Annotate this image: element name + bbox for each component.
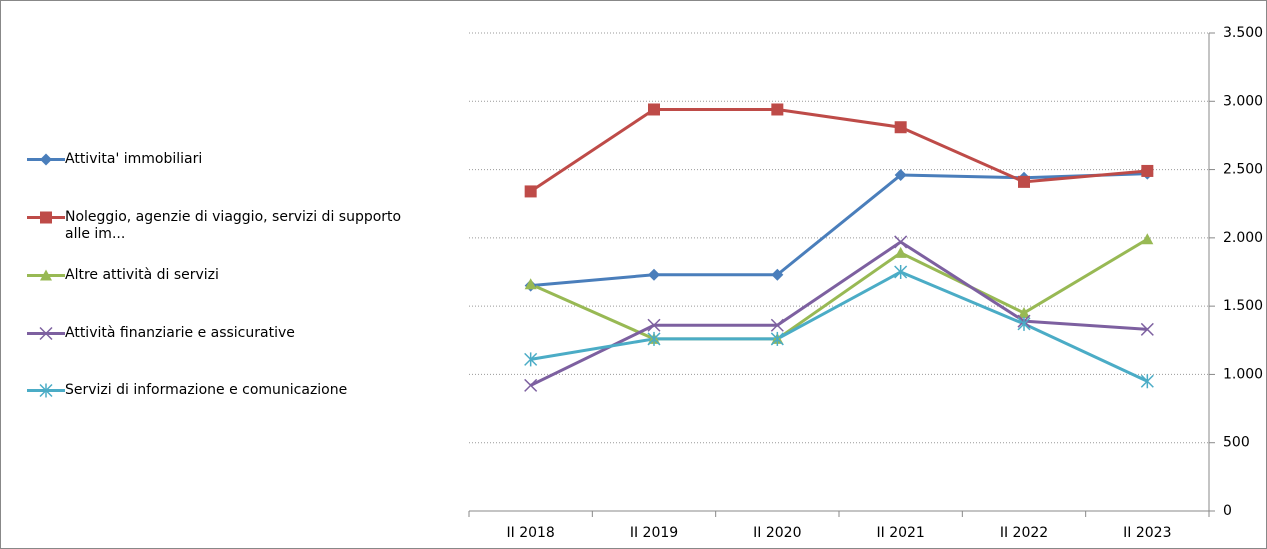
marker bbox=[647, 331, 661, 346]
marker bbox=[894, 265, 908, 279]
legend-swatch bbox=[27, 211, 65, 224]
marker bbox=[524, 378, 538, 392]
legend-entry: Servizi di informazione e comunicazione bbox=[27, 382, 425, 399]
marker bbox=[39, 326, 53, 341]
marker-shape bbox=[648, 103, 660, 116]
marker bbox=[894, 169, 907, 182]
marker-shape bbox=[894, 235, 908, 249]
legend-label: Altre attività di servizi bbox=[65, 267, 219, 283]
y-tick-label: 3.500 bbox=[1223, 25, 1263, 41]
x-tick-label: II 2022 bbox=[1000, 525, 1048, 541]
series-line bbox=[530, 270, 1148, 383]
marker bbox=[894, 121, 907, 134]
y-tick-label: 500 bbox=[1223, 435, 1250, 451]
x-tick-label: II 2018 bbox=[506, 525, 554, 541]
marker-shape bbox=[1141, 164, 1154, 177]
marker bbox=[524, 278, 537, 290]
y-tick-label: 2.500 bbox=[1223, 162, 1263, 178]
x-tick-label: II 2019 bbox=[630, 525, 678, 541]
series-line bbox=[530, 237, 1149, 341]
marker-shape bbox=[1018, 175, 1030, 188]
legend-swatch bbox=[27, 383, 65, 398]
marker bbox=[524, 185, 537, 198]
marker bbox=[894, 235, 908, 249]
marker-shape bbox=[1141, 233, 1154, 245]
marker-shape bbox=[648, 268, 660, 281]
marker-shape bbox=[1140, 322, 1154, 336]
marker bbox=[648, 103, 660, 116]
x-tick-label: II 2021 bbox=[876, 525, 924, 541]
marker bbox=[771, 103, 784, 116]
marker bbox=[40, 153, 52, 166]
y-tick-label: 3.000 bbox=[1223, 93, 1263, 109]
x-tick-label: II 2023 bbox=[1123, 525, 1171, 541]
marker bbox=[1140, 374, 1154, 389]
marker bbox=[647, 318, 661, 332]
legend-label: Servizi di informazione e comunicazione bbox=[65, 382, 348, 398]
marker bbox=[1018, 175, 1030, 188]
marker bbox=[40, 269, 52, 281]
legend-label: Attività finanziarie e assicurative bbox=[65, 325, 295, 341]
series-line bbox=[530, 240, 1148, 387]
marker-shape bbox=[771, 103, 784, 116]
marker-shape bbox=[524, 278, 537, 290]
y-tick-label: 1.500 bbox=[1223, 298, 1263, 314]
marker bbox=[1017, 316, 1031, 331]
marker-shape bbox=[771, 268, 784, 281]
y-tick-label: 1.000 bbox=[1223, 366, 1263, 382]
marker-shape bbox=[1018, 306, 1030, 318]
marker-shape bbox=[39, 326, 53, 341]
marker-shape bbox=[894, 169, 907, 182]
marker bbox=[771, 268, 784, 281]
series-line bbox=[529, 107, 1148, 193]
marker bbox=[1018, 306, 1030, 318]
x-tick-label: II 2020 bbox=[753, 525, 801, 541]
marker bbox=[648, 268, 660, 281]
y-tick-label: 2.000 bbox=[1223, 230, 1263, 246]
marker-shape bbox=[40, 269, 52, 281]
marker bbox=[1141, 233, 1154, 245]
legend-swatch bbox=[27, 326, 65, 341]
legend-label: Attivita' immobiliari bbox=[65, 151, 203, 167]
legend-entry: Attività finanziarie e assicurative bbox=[27, 325, 425, 342]
marker bbox=[894, 246, 907, 258]
marker bbox=[524, 352, 538, 367]
legend-swatch bbox=[27, 269, 65, 281]
marker-shape bbox=[894, 246, 907, 258]
marker bbox=[40, 211, 52, 224]
marker-shape bbox=[524, 378, 538, 392]
series-line bbox=[530, 172, 1148, 288]
marker bbox=[39, 383, 53, 398]
legend-entry: Noleggio, agenzie di viaggio, servizi di… bbox=[27, 209, 425, 243]
marker bbox=[770, 331, 784, 346]
marker-shape bbox=[770, 318, 784, 332]
marker bbox=[1140, 322, 1154, 336]
legend-label: Noleggio, agenzie di viaggio, servizi di… bbox=[65, 209, 402, 242]
marker-shape bbox=[894, 121, 907, 134]
marker-shape bbox=[40, 211, 52, 224]
marker-shape bbox=[40, 153, 52, 166]
marker bbox=[770, 318, 784, 332]
y-tick-label: 0 bbox=[1223, 503, 1232, 519]
legend-entry: Attivita' immobiliari bbox=[27, 151, 425, 168]
marker-shape bbox=[647, 318, 661, 332]
legend-swatch bbox=[27, 153, 65, 166]
marker bbox=[1141, 164, 1154, 177]
marker-shape bbox=[524, 185, 537, 198]
legend-entry: Altre attività di servizi bbox=[27, 267, 425, 284]
